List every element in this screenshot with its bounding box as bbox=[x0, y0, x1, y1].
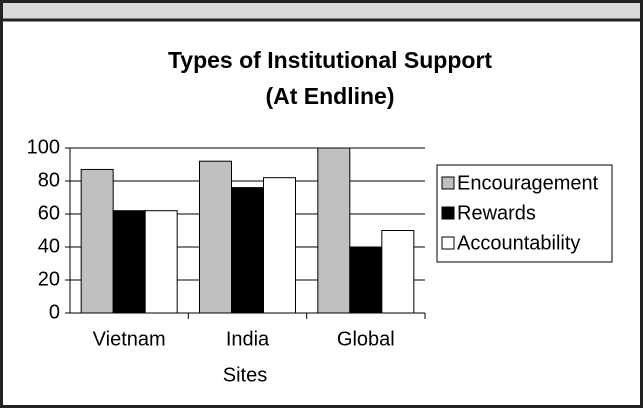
bar bbox=[231, 187, 264, 314]
bar bbox=[263, 177, 296, 314]
legend-label: Encouragement bbox=[457, 172, 599, 194]
top-band bbox=[0, 0, 643, 20]
bar bbox=[199, 160, 232, 314]
bar bbox=[80, 168, 114, 314]
bar bbox=[317, 147, 351, 314]
chart-title: Types of Institutional Support bbox=[168, 47, 492, 73]
bar bbox=[349, 246, 383, 314]
y-tick-label: 20 bbox=[38, 268, 60, 290]
x-tick-label: India bbox=[226, 328, 270, 350]
bar bbox=[112, 210, 146, 314]
legend-label: Accountability bbox=[457, 232, 580, 254]
x-tick-label: Global bbox=[337, 328, 395, 350]
x-tick-label: Vietnam bbox=[93, 328, 166, 350]
bar bbox=[144, 210, 178, 314]
legend-box bbox=[436, 164, 613, 263]
x-axis-label: Sites bbox=[223, 364, 267, 386]
y-tick-label: 40 bbox=[38, 235, 60, 257]
y-tick-label: 0 bbox=[49, 301, 60, 323]
y-tick-label: 80 bbox=[38, 169, 60, 191]
legend-label: Rewards bbox=[457, 202, 536, 224]
legend-swatch bbox=[441, 206, 455, 220]
legend-swatch bbox=[441, 236, 455, 250]
chart-subtitle: (At Endline) bbox=[265, 83, 394, 109]
legend-swatch bbox=[441, 176, 455, 190]
bar bbox=[381, 230, 415, 314]
y-tick-label: 60 bbox=[38, 202, 60, 224]
y-tick-label: 100 bbox=[27, 136, 60, 158]
